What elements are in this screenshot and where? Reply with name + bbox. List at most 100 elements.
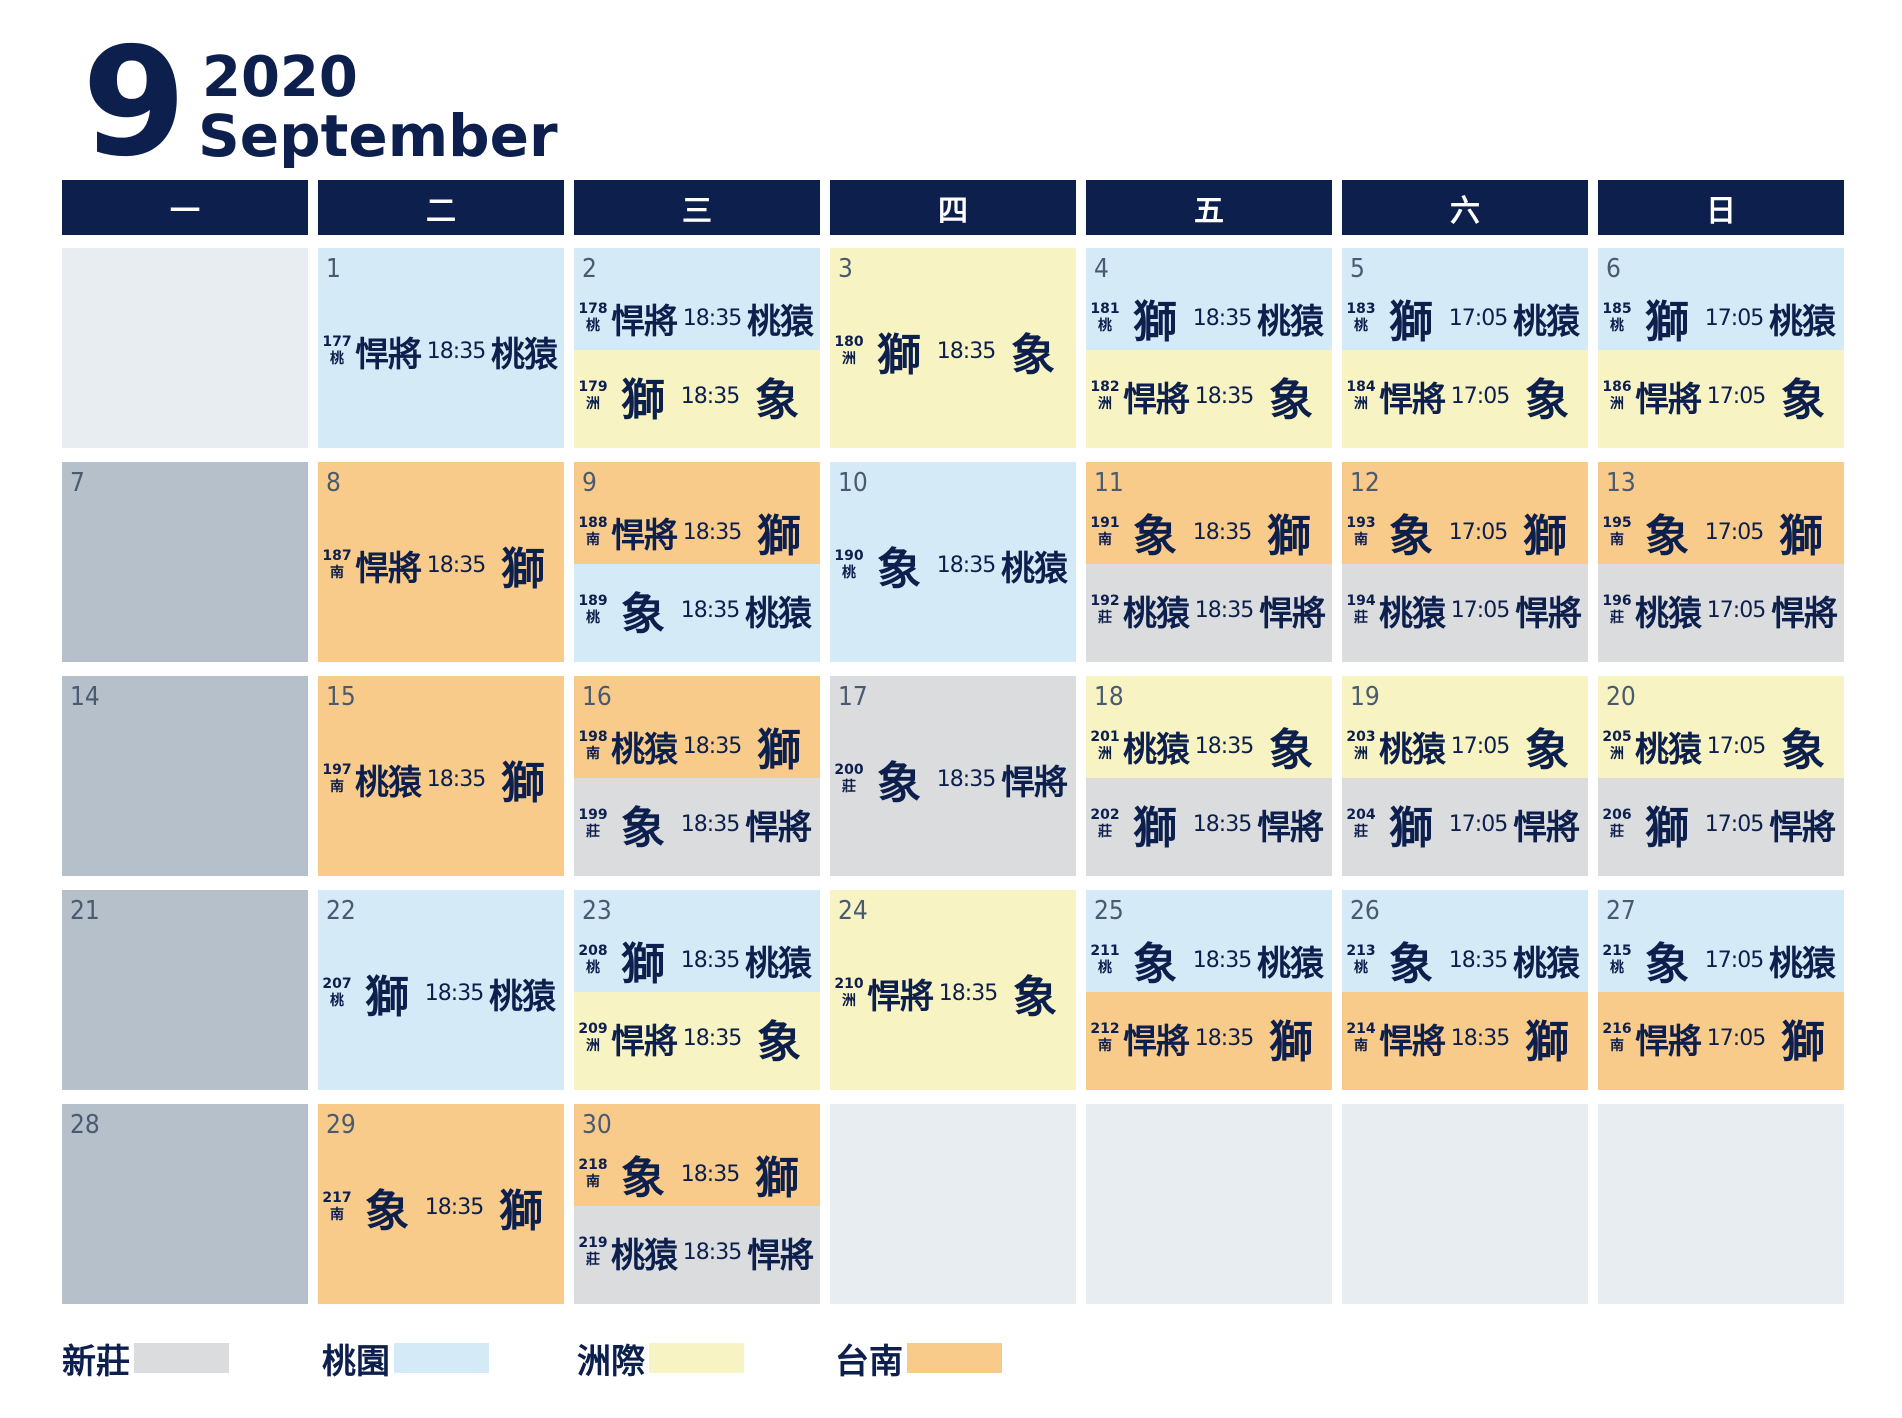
day-cell-12: 193 南象 17:05 獅 194 莊桃猿 17:05 悍將 12	[1342, 462, 1588, 662]
team-name: 桃猿	[745, 593, 812, 634]
game-id: 212	[1090, 1021, 1120, 1037]
game-slot[interactable]: 177 桃悍將 18:35 桃猿	[318, 248, 564, 448]
game-slot[interactable]: 211 桃象 18:35 桃猿	[1086, 890, 1332, 992]
game-slot[interactable]: 189 桃象 18:35 桃猿	[574, 564, 820, 662]
day-cell-16: 198 南桃猿 18:35 獅 199 莊象 18:35 悍將 16	[574, 676, 820, 876]
game-slot[interactable]: 195 南象 17:05 獅	[1598, 462, 1844, 564]
game-number: 200 莊	[834, 762, 864, 796]
game-info: 213 桃象 18:35 桃猿	[1346, 932, 1584, 990]
game-slot[interactable]: 209 洲悍將 18:35 象	[574, 992, 820, 1090]
game-slot[interactable]: 188 南悍將 18:35 獅	[574, 462, 820, 564]
day-number: 8	[326, 468, 341, 498]
team-name: 獅	[621, 375, 665, 426]
venue-abbr: 南	[1610, 532, 1624, 548]
game-slot[interactable]: 218 南象 18:35 獅	[574, 1104, 820, 1206]
venue-abbr: 洲	[1610, 746, 1624, 762]
game-time: 18:35	[682, 519, 742, 545]
game-slot[interactable]: 183 桃獅 17:05 桃猿	[1342, 248, 1588, 350]
game-slot[interactable]: 198 南桃猿 18:35 獅	[574, 676, 820, 778]
team-name: 桃猿	[355, 762, 422, 803]
game-time: 18:35	[1194, 733, 1254, 759]
game-slot[interactable]: 210 洲悍將 18:35 象	[830, 890, 1076, 1090]
game-slot[interactable]: 197 南桃猿 18:35 獅	[318, 676, 564, 876]
game-slot[interactable]: 207 桃獅 18:35 桃猿	[318, 890, 564, 1090]
game-id: 180	[834, 334, 864, 350]
game-slot[interactable]: 203 洲桃猿 17:05 象	[1342, 676, 1588, 778]
game-slot[interactable]: 219 莊桃猿 18:35 悍將	[574, 1206, 820, 1304]
game-time: 18:35	[424, 1194, 484, 1220]
game-slot[interactable]: 208 桃獅 18:35 桃猿	[574, 890, 820, 992]
game-info: 187 南悍將 18:35 獅	[322, 537, 560, 595]
game-info: 209 洲悍將 18:35 象	[578, 1010, 816, 1068]
game-info: 207 桃獅 18:35 桃猿	[322, 965, 560, 1023]
game-time: 18:35	[936, 552, 996, 578]
empty-day-cell	[62, 248, 308, 448]
game-id: 197	[322, 762, 352, 778]
day-number: 4	[1094, 254, 1109, 284]
team-name: 悍將	[1123, 379, 1190, 420]
game-info: 201 洲桃猿 18:35 象	[1090, 718, 1328, 776]
game-number: 207 桃	[322, 976, 352, 1010]
game-slot[interactable]: 204 莊獅 17:05 悍將	[1342, 778, 1588, 876]
game-slot[interactable]: 215 桃象 17:05 桃猿	[1598, 890, 1844, 992]
game-number: 214 南	[1346, 1021, 1376, 1055]
team-name: 悍將	[1635, 379, 1702, 420]
team-name: 獅	[1779, 511, 1823, 562]
team-name: 獅	[365, 972, 409, 1023]
team-name: 悍將	[1635, 1021, 1702, 1062]
venue-abbr: 南	[330, 1207, 344, 1223]
game-slot[interactable]: 205 洲桃猿 17:05 象	[1598, 676, 1844, 778]
game-number: 201 洲	[1090, 729, 1120, 763]
game-slot[interactable]: 202 莊獅 18:35 悍將	[1086, 778, 1332, 876]
game-slot[interactable]: 178 桃悍將 18:35 桃猿	[574, 248, 820, 350]
game-slot[interactable]: 194 莊桃猿 17:05 悍將	[1342, 564, 1588, 662]
game-slot[interactable]: 182 洲悍將 18:35 象	[1086, 350, 1332, 448]
game-slot[interactable]: 217 南象 18:35 獅	[318, 1104, 564, 1304]
team-name: 桃猿	[1123, 729, 1190, 770]
team-name: 悍將	[1379, 379, 1446, 420]
game-number: 202 莊	[1090, 807, 1120, 841]
game-slot[interactable]: 201 洲桃猿 18:35 象	[1086, 676, 1332, 778]
year-label: 2020	[202, 45, 358, 110]
game-info: 179 洲獅 18:35 象	[578, 368, 816, 426]
game-info: 211 桃象 18:35 桃猿	[1090, 932, 1328, 990]
game-slot[interactable]: 185 桃獅 17:05 桃猿	[1598, 248, 1844, 350]
game-time: 17:05	[1704, 305, 1764, 331]
venue-abbr: 莊	[1098, 610, 1112, 626]
venue-abbr: 桃	[1610, 960, 1624, 976]
game-slot[interactable]: 213 桃象 18:35 桃猿	[1342, 890, 1588, 992]
game-info: 217 南象 18:35 獅	[322, 1179, 560, 1237]
game-slot[interactable]: 181 桃獅 18:35 桃猿	[1086, 248, 1332, 350]
team-name: 桃猿	[1769, 301, 1836, 342]
game-slot[interactable]: 214 南悍將 18:35 獅	[1342, 992, 1588, 1090]
game-id: 210	[834, 976, 864, 992]
game-id: 201	[1090, 729, 1120, 745]
game-info: 188 南悍將 18:35 獅	[578, 504, 816, 562]
game-slot[interactable]: 186 洲悍將 17:05 象	[1598, 350, 1844, 448]
game-slot[interactable]: 184 洲悍將 17:05 象	[1342, 350, 1588, 448]
game-info: 215 桃象 17:05 桃猿	[1602, 932, 1840, 990]
team-name: 象	[877, 544, 921, 595]
game-slot[interactable]: 199 莊象 18:35 悍將	[574, 778, 820, 876]
game-slot[interactable]: 193 南象 17:05 獅	[1342, 462, 1588, 564]
team-name: 悍將	[1123, 1021, 1190, 1062]
game-slot[interactable]: 179 洲獅 18:35 象	[574, 350, 820, 448]
team-name: 獅	[621, 939, 665, 990]
game-slot[interactable]: 216 南悍將 17:05 獅	[1598, 992, 1844, 1090]
game-slot[interactable]: 212 南悍將 18:35 獅	[1086, 992, 1332, 1090]
game-time: 18:35	[1194, 383, 1254, 409]
game-slot[interactable]: 190 桃象 18:35 桃猿	[830, 462, 1076, 662]
game-slot[interactable]: 187 南悍將 18:35 獅	[318, 462, 564, 662]
venue-abbr: 洲	[1098, 746, 1112, 762]
game-slot[interactable]: 196 莊桃猿 17:05 悍將	[1598, 564, 1844, 662]
weekday-thu: 四	[830, 180, 1076, 235]
game-slot[interactable]: 192 莊桃猿 18:35 悍將	[1086, 564, 1332, 662]
game-slot[interactable]: 180 洲獅 18:35 象	[830, 248, 1076, 448]
game-time: 18:35	[682, 305, 742, 331]
game-time: 18:35	[1450, 1025, 1510, 1051]
game-slot[interactable]: 206 莊獅 17:05 悍將	[1598, 778, 1844, 876]
game-info: 180 洲獅 18:35 象	[834, 323, 1072, 381]
game-slot[interactable]: 200 莊象 18:35 悍將	[830, 676, 1076, 876]
game-slot[interactable]: 191 南象 18:35 獅	[1086, 462, 1332, 564]
game-time: 18:35	[682, 733, 742, 759]
